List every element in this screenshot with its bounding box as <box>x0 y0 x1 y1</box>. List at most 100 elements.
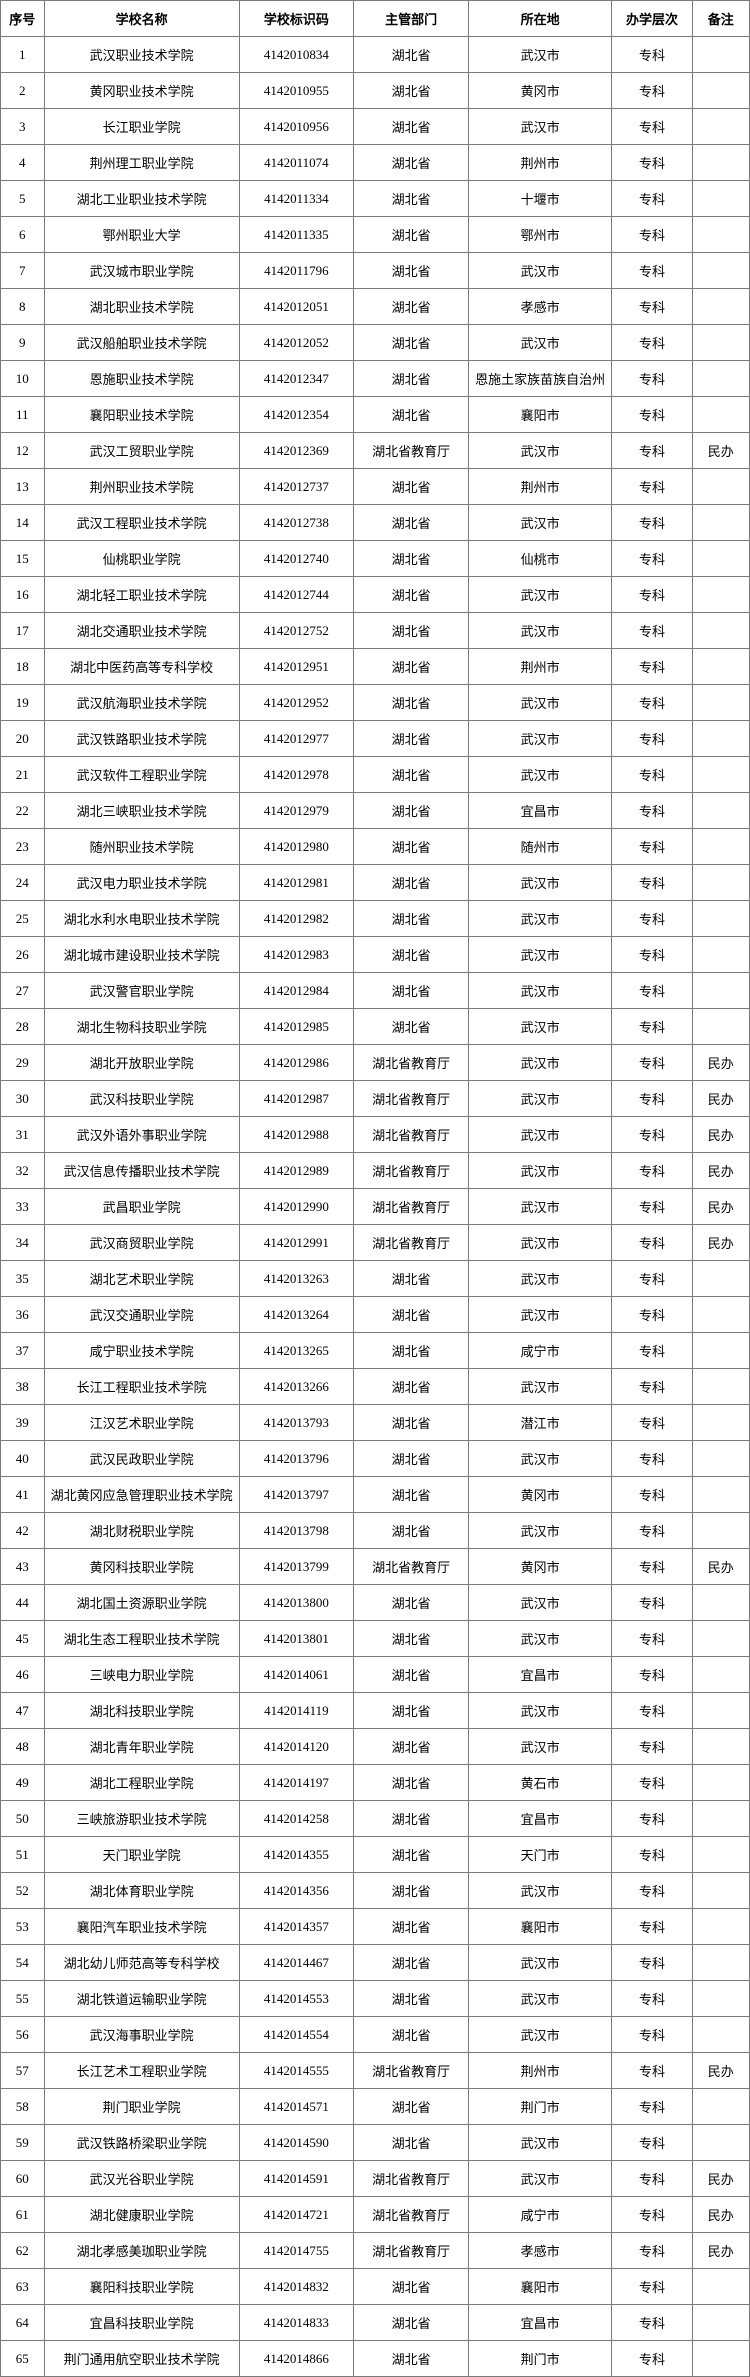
table-row: 3长江职业学院4142010956湖北省武汉市专科 <box>1 109 750 145</box>
cell-code: 4142012984 <box>239 973 354 1009</box>
cell-seq: 22 <box>1 793 45 829</box>
cell-seq: 41 <box>1 1477 45 1513</box>
cell-note <box>692 2341 749 2377</box>
cell-note: 民办 <box>692 1081 749 1117</box>
cell-loc: 恩施土家族苗族自治州 <box>468 361 611 397</box>
cell-loc: 黄冈市 <box>468 1549 611 1585</box>
table-row: 4荆州理工职业学院4142011074湖北省荆州市专科 <box>1 145 750 181</box>
cell-loc: 武汉市 <box>468 1045 611 1081</box>
cell-loc: 武汉市 <box>468 37 611 73</box>
cell-note <box>692 2125 749 2161</box>
cell-name: 长江艺术工程职业学院 <box>44 2053 239 2089</box>
cell-code: 4142012986 <box>239 1045 354 1081</box>
cell-seq: 13 <box>1 469 45 505</box>
table-row: 11襄阳职业技术学院4142012354湖北省襄阳市专科 <box>1 397 750 433</box>
table-row: 40武汉民政职业学院4142013796湖北省武汉市专科 <box>1 1441 750 1477</box>
cell-level: 专科 <box>612 37 692 73</box>
cell-loc: 武汉市 <box>468 1261 611 1297</box>
cell-seq: 15 <box>1 541 45 577</box>
cell-note <box>692 613 749 649</box>
cell-level: 专科 <box>612 1873 692 1909</box>
cell-loc: 武汉市 <box>468 937 611 973</box>
cell-seq: 43 <box>1 1549 45 1585</box>
cell-level: 专科 <box>612 1333 692 1369</box>
cell-seq: 56 <box>1 2017 45 2053</box>
cell-note <box>692 1765 749 1801</box>
cell-level: 专科 <box>612 433 692 469</box>
cell-code: 4142010834 <box>239 37 354 73</box>
cell-level: 专科 <box>612 1189 692 1225</box>
cell-note <box>692 2089 749 2125</box>
cell-name: 湖北铁道运输职业学院 <box>44 1981 239 2017</box>
cell-seq: 26 <box>1 937 45 973</box>
cell-seq: 48 <box>1 1729 45 1765</box>
cell-name: 三峡旅游职业技术学院 <box>44 1801 239 1837</box>
cell-seq: 8 <box>1 289 45 325</box>
cell-dept: 湖北省 <box>354 37 469 73</box>
cell-loc: 武汉市 <box>468 721 611 757</box>
table-row: 42湖北财税职业学院4142013798湖北省武汉市专科 <box>1 1513 750 1549</box>
cell-dept: 湖北省教育厅 <box>354 1045 469 1081</box>
table-row: 46三峡电力职业学院4142014061湖北省宜昌市专科 <box>1 1657 750 1693</box>
cell-loc: 孝感市 <box>468 289 611 325</box>
cell-loc: 荆州市 <box>468 145 611 181</box>
table-row: 65荆门通用航空职业技术学院4142014866湖北省荆门市专科 <box>1 2341 750 2377</box>
cell-name: 湖北职业技术学院 <box>44 289 239 325</box>
cell-loc: 武汉市 <box>468 685 611 721</box>
cell-code: 4142010955 <box>239 73 354 109</box>
cell-note <box>692 1297 749 1333</box>
cell-code: 4142014721 <box>239 2197 354 2233</box>
cell-dept: 湖北省 <box>354 1585 469 1621</box>
cell-code: 4142013798 <box>239 1513 354 1549</box>
cell-seq: 47 <box>1 1693 45 1729</box>
cell-seq: 58 <box>1 2089 45 2125</box>
cell-seq: 21 <box>1 757 45 793</box>
cell-code: 4142014356 <box>239 1873 354 1909</box>
cell-level: 专科 <box>612 1369 692 1405</box>
cell-dept: 湖北省教育厅 <box>354 2053 469 2089</box>
cell-note <box>692 721 749 757</box>
cell-note <box>692 901 749 937</box>
cell-name: 长江工程职业技术学院 <box>44 1369 239 1405</box>
cell-seq: 61 <box>1 2197 45 2233</box>
cell-level: 专科 <box>612 2017 692 2053</box>
cell-note: 民办 <box>692 1117 749 1153</box>
cell-seq: 1 <box>1 37 45 73</box>
cell-code: 4142012983 <box>239 937 354 973</box>
cell-dept: 湖北省 <box>354 1261 469 1297</box>
cell-code: 4142014832 <box>239 2269 354 2305</box>
cell-code: 4142013799 <box>239 1549 354 1585</box>
cell-code: 4142014553 <box>239 1981 354 2017</box>
cell-dept: 湖北省 <box>354 541 469 577</box>
cell-seq: 35 <box>1 1261 45 1297</box>
table-row: 52湖北体育职业学院4142014356湖北省武汉市专科 <box>1 1873 750 1909</box>
cell-loc: 武汉市 <box>468 433 611 469</box>
table-row: 14武汉工程职业技术学院4142012738湖北省武汉市专科 <box>1 505 750 541</box>
cell-level: 专科 <box>612 2269 692 2305</box>
cell-dept: 湖北省 <box>354 1405 469 1441</box>
cell-code: 4142012369 <box>239 433 354 469</box>
cell-dept: 湖北省教育厅 <box>354 433 469 469</box>
cell-name: 湖北艺术职业学院 <box>44 1261 239 1297</box>
cell-note <box>692 253 749 289</box>
cell-code: 4142013266 <box>239 1369 354 1405</box>
cell-code: 4142014119 <box>239 1693 354 1729</box>
cell-note <box>692 397 749 433</box>
cell-loc: 武汉市 <box>468 1513 611 1549</box>
cell-note <box>692 541 749 577</box>
table-row: 21武汉软件工程职业学院4142012978湖北省武汉市专科 <box>1 757 750 793</box>
cell-level: 专科 <box>612 2089 692 2125</box>
cell-code: 4142012051 <box>239 289 354 325</box>
cell-name: 湖北水利水电职业技术学院 <box>44 901 239 937</box>
table-row: 27武汉警官职业学院4142012984湖北省武汉市专科 <box>1 973 750 1009</box>
header-code: 学校标识码 <box>239 1 354 37</box>
table-row: 9武汉船舶职业技术学院4142012052湖北省武汉市专科 <box>1 325 750 361</box>
cell-name: 江汉艺术职业学院 <box>44 1405 239 1441</box>
cell-name: 长江职业学院 <box>44 109 239 145</box>
cell-code: 4142014555 <box>239 2053 354 2089</box>
cell-seq: 36 <box>1 1297 45 1333</box>
cell-name: 湖北交通职业技术学院 <box>44 613 239 649</box>
cell-note <box>692 37 749 73</box>
cell-level: 专科 <box>612 397 692 433</box>
cell-note <box>692 1513 749 1549</box>
